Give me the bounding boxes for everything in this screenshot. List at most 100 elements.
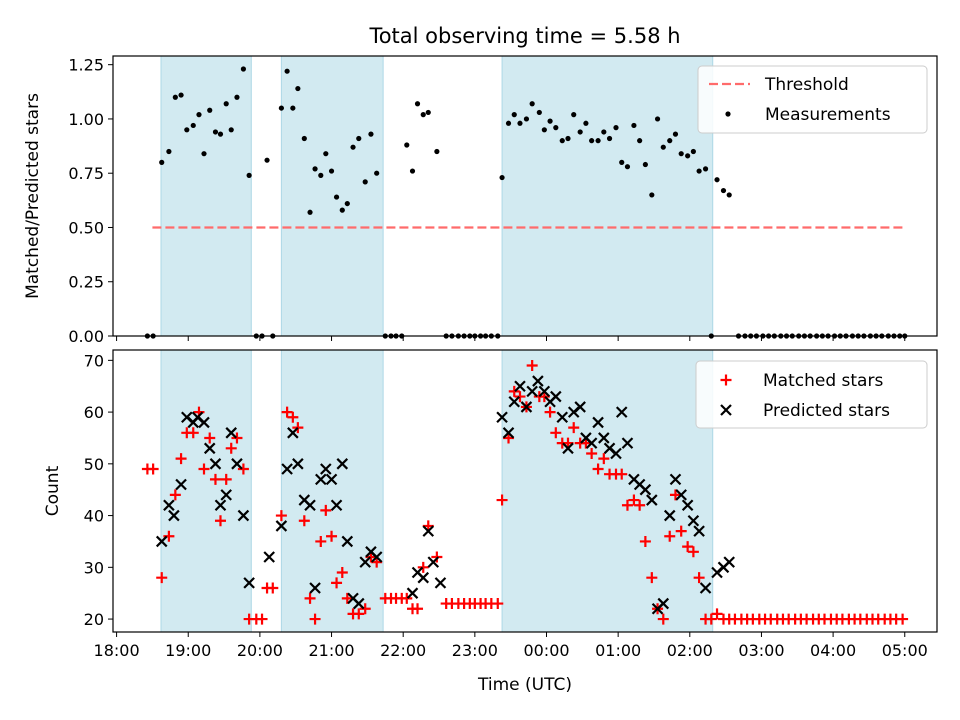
predicted-star-point [669, 473, 682, 486]
measurement-point [571, 112, 577, 118]
matched-star-point [412, 603, 424, 615]
predicted-star-point [315, 473, 327, 486]
matched-star-point [508, 385, 520, 397]
matched-star-point [163, 530, 175, 542]
matched-star-point [401, 592, 413, 604]
predicted-star-point [639, 483, 652, 496]
measurement-point [264, 157, 270, 163]
measurement-point [228, 127, 234, 133]
matched-star-point [568, 422, 580, 434]
y-tick-label: 0.25 [68, 273, 104, 292]
predicted-star-point [615, 406, 628, 418]
measurement-point [714, 177, 720, 183]
x-tick-label: 22:00 [380, 641, 426, 660]
measurement-point [368, 131, 374, 137]
matched-star-point [526, 360, 538, 372]
predicted-star-point [598, 432, 610, 444]
x-tick-label: 03:00 [738, 641, 784, 660]
matched-star-point [628, 494, 640, 506]
matched-star-point [687, 546, 699, 558]
y-tick-label: 20 [84, 610, 104, 629]
predicted-star-point [220, 489, 232, 501]
matched-star-point [675, 525, 687, 537]
axes-frame [112, 55, 938, 337]
measurement-point [217, 131, 224, 137]
predicted-star-point [336, 458, 349, 470]
predicted-star-point [203, 442, 216, 455]
measurement-point [595, 138, 601, 144]
x-tick-label: 19:00 [165, 641, 211, 660]
chart-title: Total observing time = 5.58 h [368, 24, 680, 48]
measurement-point [499, 174, 505, 181]
predicted-star-point [341, 535, 354, 548]
legend-matched-label: Matched stars [763, 371, 883, 391]
matched-star-point [417, 561, 429, 573]
measurement-point [517, 120, 523, 126]
legend: Matched stars Predicted stars [695, 360, 928, 429]
predicted-star-point [496, 411, 508, 424]
x-tick-label: 05:00 [882, 641, 928, 660]
measurement-point [685, 153, 691, 159]
predicted-star-point [526, 385, 538, 398]
predicted-star-point [508, 395, 521, 408]
measurement-point [523, 116, 530, 122]
y-tick-label: 40 [84, 507, 104, 526]
matched-star-point [492, 598, 504, 610]
legend-threshold-label: Threshold [764, 75, 849, 95]
legend-predicted-swatch [720, 404, 732, 416]
matched-star-point [309, 613, 321, 625]
measurement-point [307, 209, 313, 215]
measurement-point [420, 112, 426, 118]
top-panel: 0.00 0.25 0.50 0.75 1.00 1.25 Matched/Predicte… [23, 55, 938, 346]
predicted-star-point [406, 587, 419, 599]
matched-star-point [304, 592, 316, 604]
measurement-point [350, 144, 356, 150]
legend: Threshold Measurements [697, 65, 928, 134]
matched-star-point [292, 422, 304, 434]
matched-star-point [214, 515, 226, 527]
measurement-point [234, 94, 240, 100]
matched-star-point [331, 577, 343, 589]
measurement-point [166, 148, 172, 155]
y-tick-label: 0.00 [68, 327, 104, 346]
measurement-point [654, 116, 661, 122]
measurement-point [649, 192, 655, 198]
measurement-point [333, 194, 340, 200]
measurement-point [295, 85, 301, 92]
matched-star-point [616, 468, 628, 480]
measurement-point [660, 144, 666, 150]
matched-star-point [225, 442, 237, 454]
measurement-point [328, 168, 335, 174]
measurement-point [577, 129, 583, 135]
observing-span [160, 55, 252, 337]
predicted-star-point [532, 375, 544, 387]
predicted-star-point [237, 509, 250, 522]
predicted-star-point [155, 535, 168, 548]
observing-span [501, 55, 714, 337]
measurement-point [409, 168, 416, 174]
predicted-star-point [657, 597, 670, 610]
measurement-point [223, 101, 229, 107]
matched-star-point [646, 572, 658, 584]
matched-star-point [598, 453, 610, 465]
legend-box [695, 360, 928, 429]
predicted-star-point [538, 385, 551, 398]
measurement-point [589, 138, 595, 144]
predicted-star-point [225, 427, 238, 439]
measurement-point [425, 109, 431, 116]
predicted-star-point [663, 509, 676, 522]
matched-star-point [353, 608, 365, 620]
legend-matched-swatch [720, 374, 732, 386]
matched-star-point [657, 613, 669, 625]
matched-star-point [634, 499, 646, 511]
predicted-star-point [723, 556, 735, 568]
predicted-star-point [621, 437, 634, 449]
matched-star-point [592, 463, 604, 475]
predicted-star-point [231, 458, 243, 470]
predicted-star-point [309, 582, 321, 594]
matched-star-point [550, 427, 562, 439]
predicted-star-point [198, 416, 210, 429]
predicted-star-point [585, 437, 598, 449]
matched-star-point [359, 603, 371, 615]
measurement-point [606, 135, 613, 142]
